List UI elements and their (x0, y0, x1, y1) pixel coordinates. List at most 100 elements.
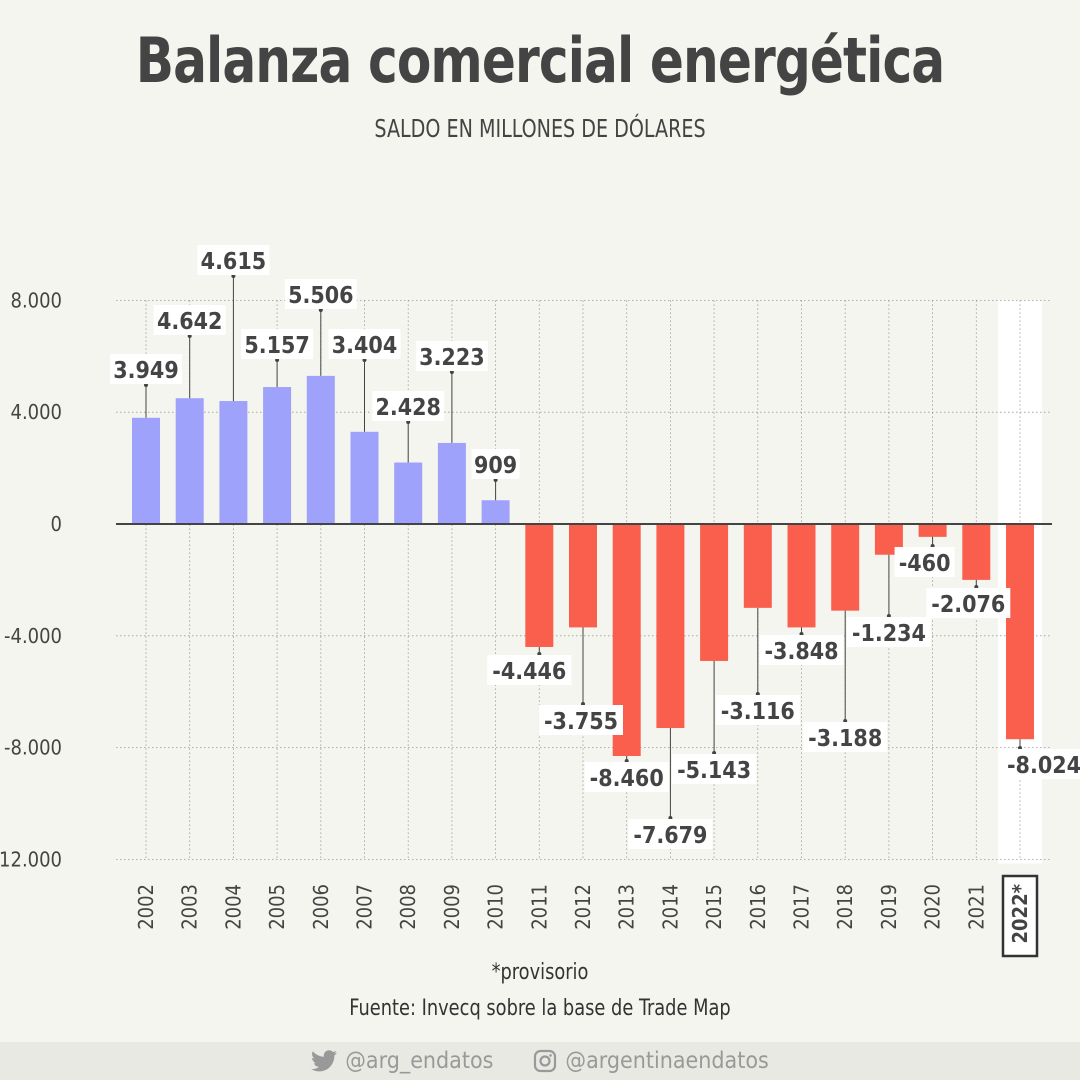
data-label-box (803, 722, 888, 752)
data-label-box (487, 655, 572, 685)
bar (263, 387, 292, 524)
data-label-box (328, 329, 401, 359)
x-tick-label: 2012 (571, 884, 595, 930)
instagram-handle-label: @argentinaendatos (565, 1048, 769, 1074)
x-tick-label: 2009 (440, 884, 464, 930)
data-label-box (110, 354, 182, 384)
data-label-box (415, 341, 488, 371)
x-tick-label: 2019 (877, 884, 901, 930)
data-label: 3.949 (113, 358, 178, 384)
footer-bar: @arg_endatos @argentinaendatos (0, 1042, 1080, 1080)
chart-title: Balanza comercial energética (135, 24, 945, 97)
y-tick-label: 4.000 (11, 400, 63, 424)
x-tick-label: 2008 (396, 884, 420, 930)
y-tick-label: -4.000 (4, 624, 62, 648)
data-label-box (241, 329, 314, 359)
data-label: -3.848 (764, 639, 838, 665)
data-label-box (846, 617, 931, 647)
data-label-box (372, 391, 445, 421)
instagram-icon (534, 1049, 557, 1073)
x-tick-label: 2016 (746, 884, 770, 930)
twitter-handle-label: @arg_endatos (345, 1048, 494, 1074)
bar (656, 524, 685, 729)
data-label: -8.460 (590, 766, 664, 792)
data-label-box (471, 449, 520, 479)
source-note: Fuente: Invecq sobre la base de Trade Ma… (349, 996, 731, 1021)
data-label-box (539, 705, 623, 735)
x-tick-label: 2017 (790, 884, 814, 930)
data-label: -1.234 (852, 621, 926, 647)
twitter-handle[interactable]: @arg_endatos (311, 1048, 493, 1074)
data-label: 5.157 (244, 333, 309, 359)
x-tick-label: 2006 (309, 884, 333, 930)
bar (743, 524, 772, 608)
data-label: 3.404 (332, 333, 397, 359)
instagram-handle[interactable]: @argentinaendatos (533, 1048, 769, 1074)
data-label: 909 (474, 453, 517, 479)
bar (962, 524, 991, 580)
x-tick-label: 2015 (702, 884, 726, 930)
bar (787, 524, 816, 628)
data-label: 3.223 (419, 345, 484, 371)
x-tick-label: 2014 (658, 884, 682, 930)
bar (132, 417, 160, 524)
bar (394, 462, 423, 524)
x-tick-label: 2005 (265, 884, 289, 930)
data-label: -460 (899, 551, 951, 577)
x-tick-label: 2018 (833, 884, 857, 930)
data-label-box (153, 305, 226, 335)
bar (918, 524, 947, 537)
data-label-box (584, 762, 669, 792)
data-label: 4.615 (201, 249, 266, 275)
bar (1006, 524, 1034, 740)
data-label: -7.679 (633, 823, 707, 849)
data-label-box (284, 279, 357, 309)
x-tick-label: 2002 (134, 884, 158, 930)
x-tick-label: 2020 (921, 884, 945, 930)
x-tick-label: 2003 (178, 884, 202, 930)
x-tick-label: 2022* (1008, 883, 1032, 943)
chart-subtitle: SALDO EN MILLONES DE DÓLARES (374, 114, 706, 143)
x-tick-label: 2011 (527, 884, 551, 930)
y-tick-label: -12.000 (0, 847, 62, 871)
data-label: 4.642 (157, 309, 222, 335)
data-label-box (672, 754, 757, 784)
data-label: -3.755 (544, 709, 618, 735)
data-label: -5.143 (677, 758, 751, 784)
data-label: -3.116 (721, 699, 795, 725)
bar (219, 401, 248, 524)
data-label: 2.428 (375, 395, 440, 421)
x-tick-label: 2013 (615, 884, 639, 930)
provisional-note: *provisorio (491, 960, 589, 985)
bar (525, 524, 554, 647)
data-label-box (894, 547, 955, 577)
x-tick-label: 2004 (221, 884, 245, 930)
x-tick-label: 2007 (353, 884, 377, 930)
y-tick-label: 8.000 (11, 288, 63, 312)
bar (569, 524, 597, 628)
x-tick-label: 2010 (484, 884, 508, 930)
data-label: -3.188 (808, 726, 882, 752)
twitter-icon (311, 1050, 338, 1072)
bar (700, 524, 729, 661)
data-label-box (759, 635, 844, 665)
data-label: -4.446 (492, 659, 566, 685)
bar (437, 442, 466, 524)
bar (306, 375, 335, 524)
bar (350, 431, 379, 524)
y-tick-label: -8.000 (4, 736, 62, 760)
data-label-box (197, 245, 270, 275)
data-label: -8.024 (1007, 753, 1080, 779)
data-label-box (715, 695, 800, 725)
bar (481, 500, 510, 524)
data-label: 5.506 (288, 283, 353, 309)
data-label-box (628, 819, 713, 849)
data-label-box (926, 588, 1011, 618)
x-tick-label: 2021 (964, 884, 988, 930)
highlight-year-box (1001, 874, 1039, 958)
y-tick-label: 0 (51, 512, 62, 536)
bar (831, 524, 860, 611)
data-label: -2.076 (931, 592, 1005, 618)
bar-chart: 8.000 4.000 0 -4.000 -8.000 -12.000 3.949 4.642… (0, 245, 1080, 958)
bar (175, 398, 204, 524)
